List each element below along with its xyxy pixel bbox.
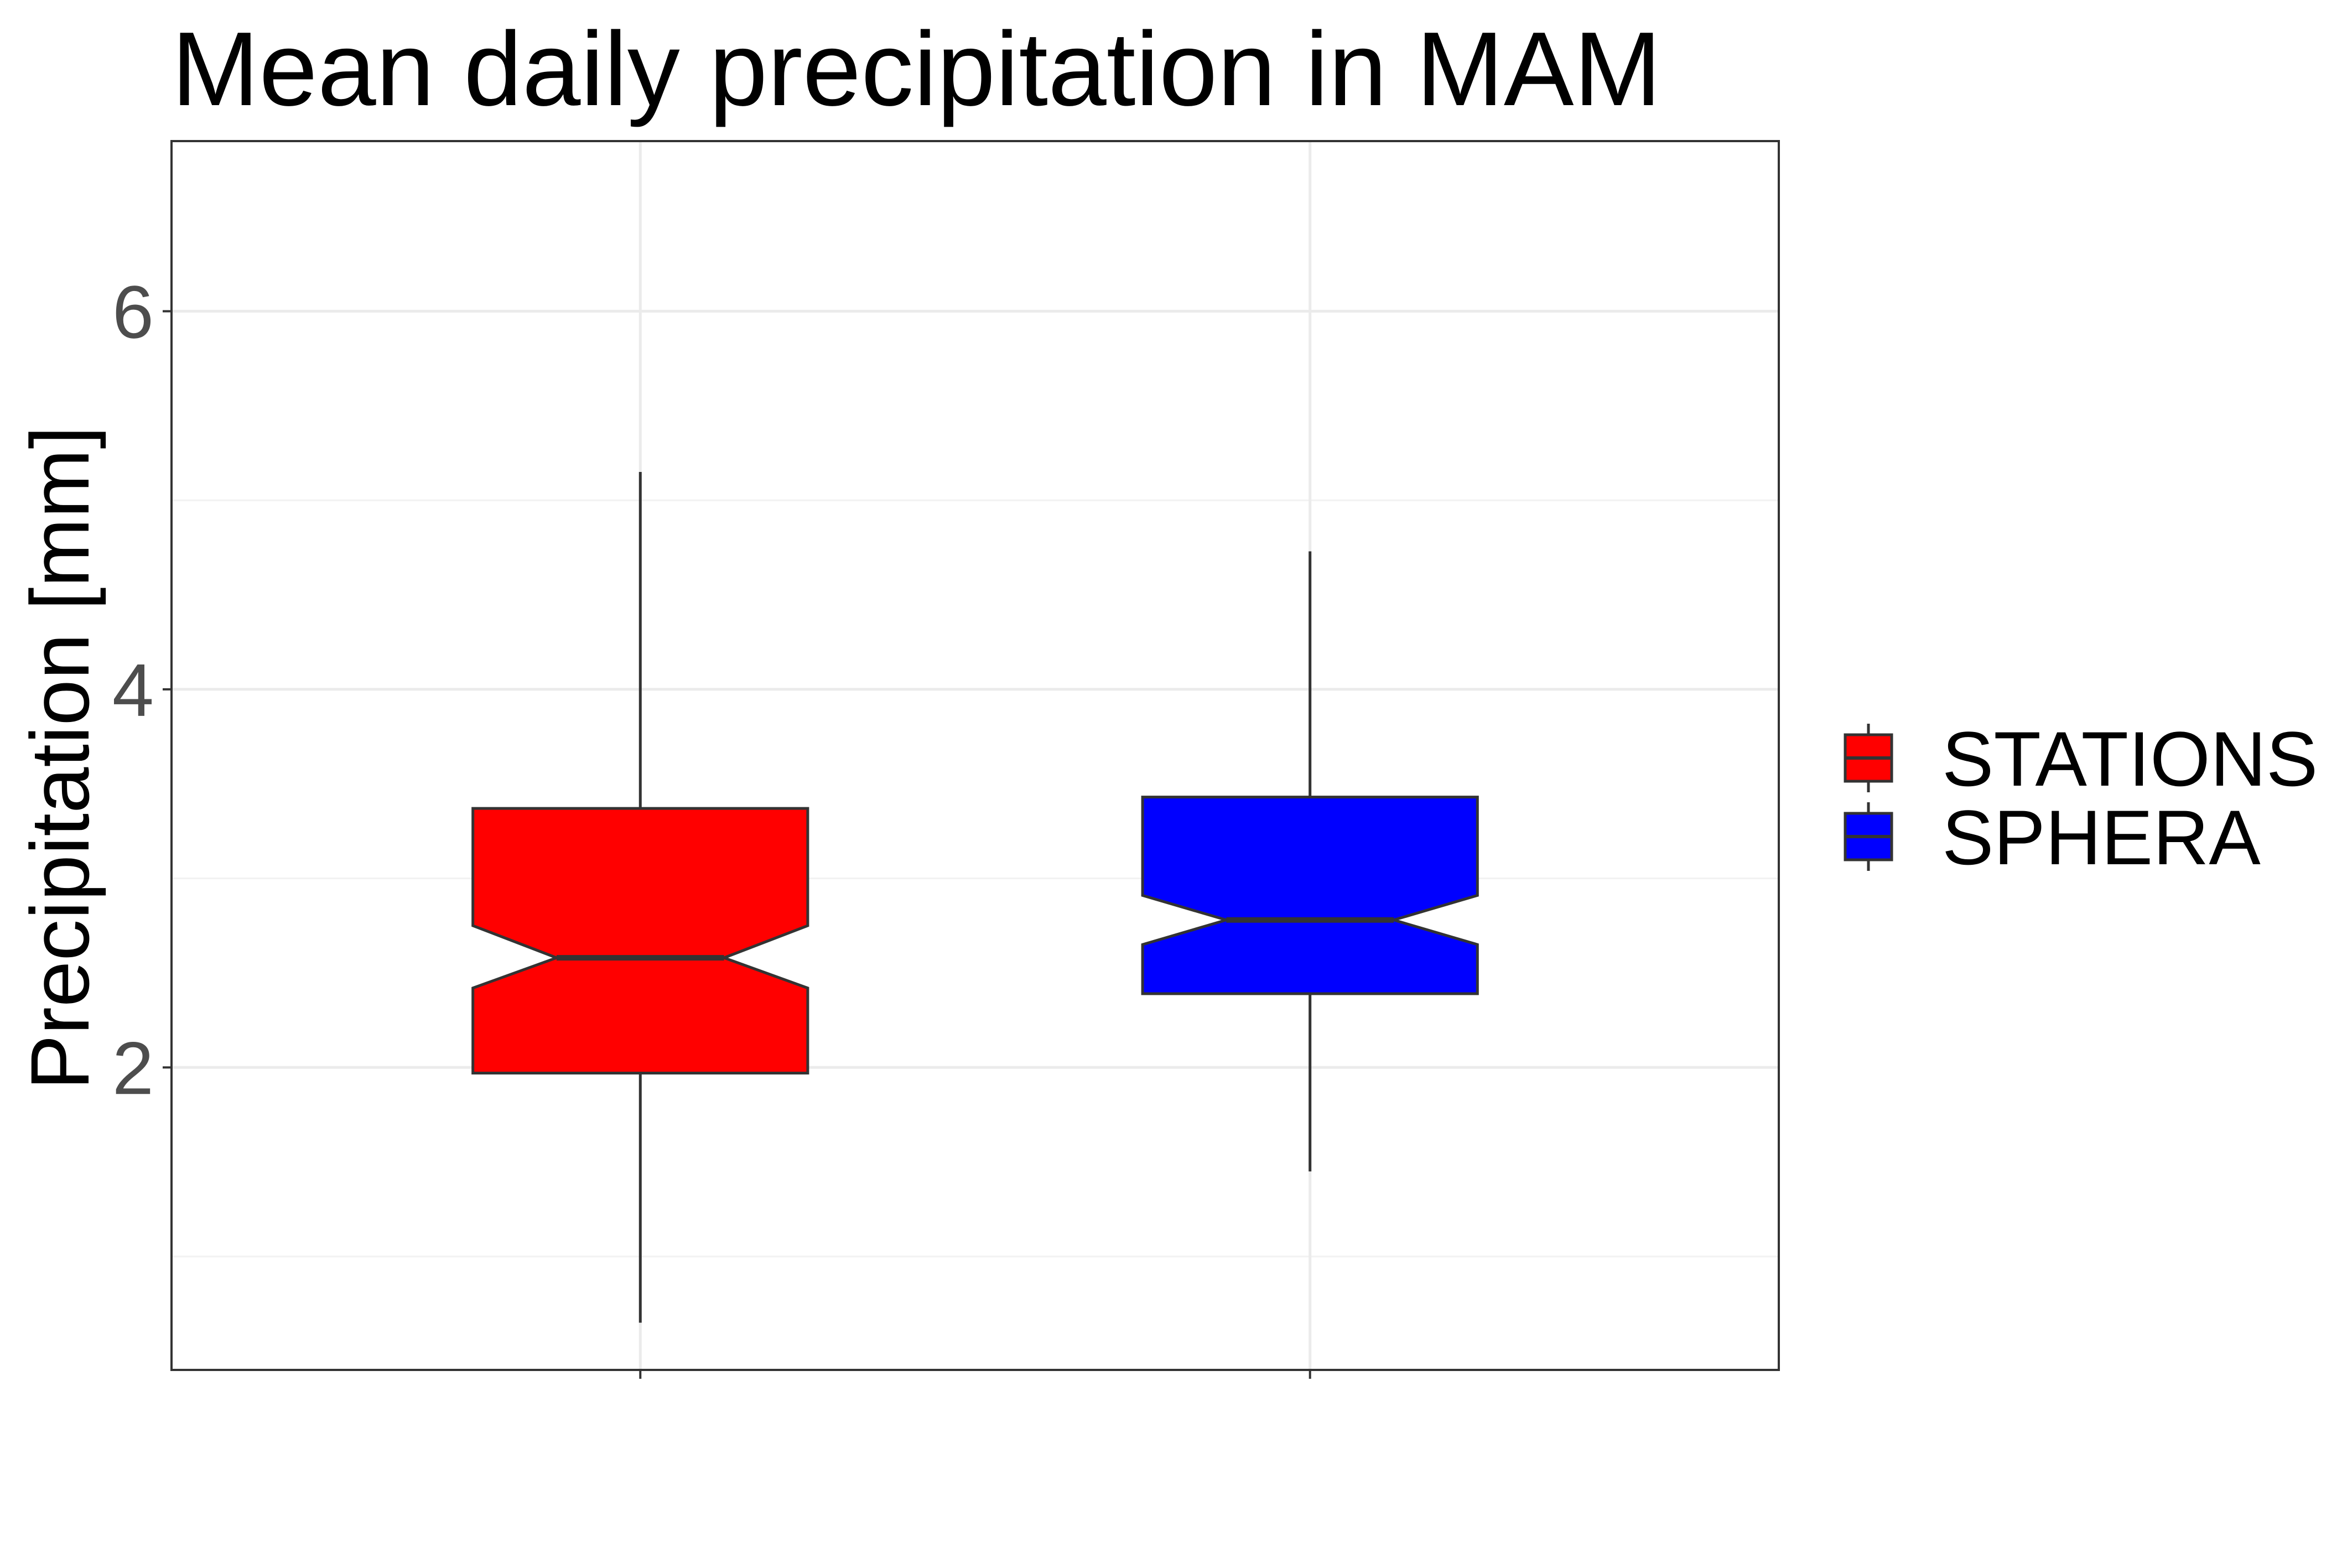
plot-area: 2 4 6 [112, 140, 1780, 1379]
legend-label: SPHERA [1942, 794, 2261, 881]
legend-item-sphera: SPHERA [1844, 794, 2261, 881]
y-tick-label: 4 [112, 648, 154, 732]
plot-background [172, 141, 1779, 1370]
box-body [1141, 796, 1479, 995]
legend-item-stations: STATIONS [1844, 715, 2318, 802]
legend-label: STATIONS [1942, 715, 2318, 802]
y-axis-title: Precipitation [mm] [13, 426, 106, 1090]
chart-title: Mean daily precipitation in MAM [172, 11, 1662, 128]
plot-border [170, 140, 1780, 1371]
y-tick-label: 6 [112, 271, 154, 354]
y-tick-label: 2 [112, 1026, 154, 1110]
box-sphera [1141, 551, 1479, 1172]
box-body [471, 807, 809, 1075]
box-stations [471, 471, 809, 1323]
